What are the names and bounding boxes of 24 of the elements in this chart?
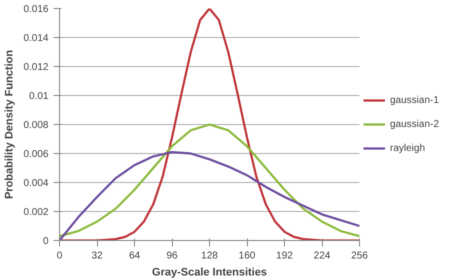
y-tick-label: 0.012 [23, 62, 49, 73]
y-tick-label: 0.01 [29, 91, 49, 102]
x-tick-label: 32 [91, 250, 103, 262]
x-tick-label: 160 [238, 250, 256, 262]
legend-label: gaussian-1 [390, 94, 439, 106]
y-tick-label: 0.014 [23, 33, 49, 44]
x-tick-label: 128 [201, 250, 218, 262]
x-tick-label: 96 [166, 250, 178, 262]
x-axis-title: Gray-Scale Intensities [152, 266, 267, 278]
y-tick-label: 0.004 [23, 178, 49, 189]
y-tick-label: 0 [42, 236, 49, 247]
legend-label: rayleigh [390, 142, 426, 154]
x-tick-label: 192 [276, 250, 294, 262]
legend-label: gaussian-2 [390, 118, 439, 130]
x-tick-label: 64 [128, 250, 140, 262]
y-tick-label: 0.016 [23, 4, 49, 15]
x-tick-label: 0 [56, 250, 63, 262]
y-tick-label: 0.002 [23, 207, 49, 218]
y-tick-label: 0.008 [23, 120, 49, 131]
x-tick-label: 224 [314, 250, 331, 262]
y-tick-label: 0.006 [23, 149, 49, 160]
line-series [60, 123, 360, 238]
x-tick-label: 256 [351, 250, 368, 262]
y-axis-title: Probability Density Function [3, 50, 16, 200]
